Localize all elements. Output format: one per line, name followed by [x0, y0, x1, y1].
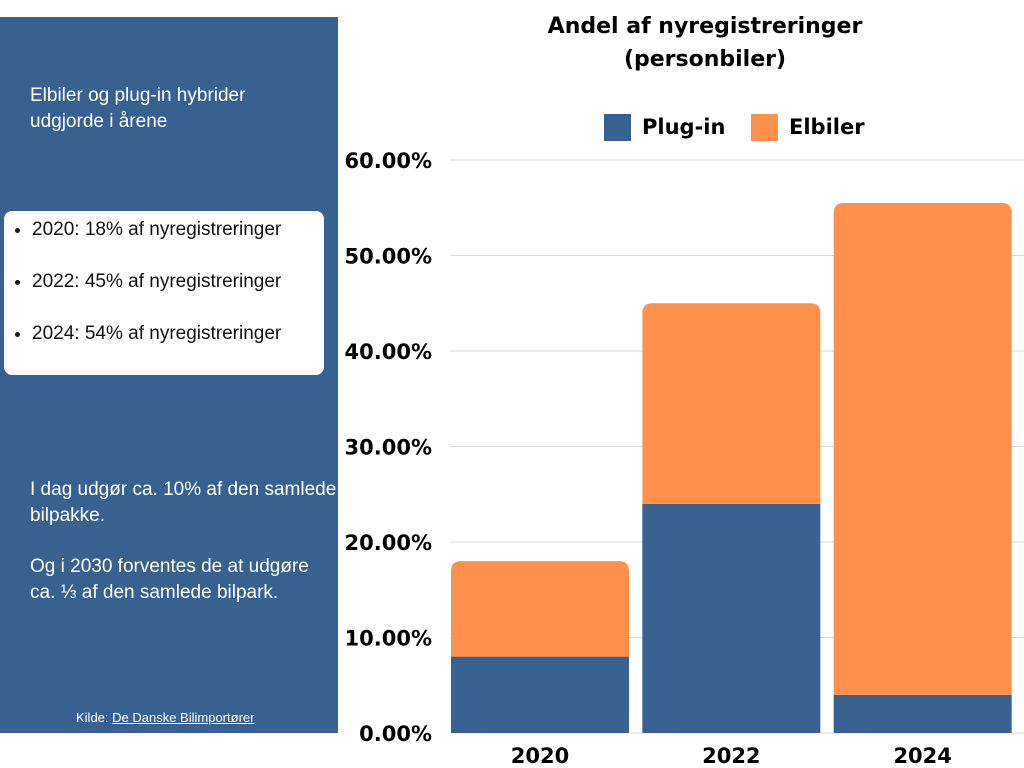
- y-tick-label: 40.00%: [345, 340, 432, 364]
- y-tick-label: 30.00%: [345, 436, 432, 460]
- bar-segment-plug-in: [642, 503, 821, 733]
- y-tick-label: 60.00%: [345, 149, 432, 173]
- y-tick-label: 0.00%: [359, 722, 432, 746]
- legend-swatch: [604, 114, 631, 141]
- bar-segment-plug-in: [451, 656, 629, 733]
- source-label: Kilde:: [76, 710, 113, 725]
- source-link[interactable]: De Danske Bilimportører: [112, 710, 255, 725]
- bar-segment-elbiler: [451, 561, 629, 657]
- chart-title: Andel af nyregistreringer (personbiler): [547, 14, 863, 72]
- legend-label: Plug-in: [642, 115, 725, 139]
- fact-item-2020: 2020: 18% af nyregistreringer: [32, 217, 324, 243]
- bar-segment-elbiler: [833, 202, 1012, 695]
- bar-segment-plug-in: [833, 694, 1012, 733]
- legend-swatch: [751, 114, 778, 141]
- bar-segment-elbiler: [642, 303, 821, 504]
- y-tick-label: 20.00%: [345, 531, 432, 555]
- intro-text: Elbiler og plug-in hybrider udgjorde i å…: [30, 85, 246, 132]
- forecast-text: Og i 2030 forventes de at udgøre ca. ⅓ a…: [30, 556, 309, 603]
- x-tick-label: 2020: [511, 744, 569, 768]
- x-tick-label: 2024: [893, 744, 951, 768]
- x-tick-label: 2022: [702, 744, 760, 768]
- info-panel: Elbiler og plug-in hybrider udgjorde i å…: [0, 17, 338, 733]
- facts-box: 2020: 18% af nyregistreringer 2022: 45% …: [4, 211, 324, 375]
- fact-item-2024: 2024: 54% af nyregistreringer: [32, 321, 324, 347]
- y-tick-label: 50.00%: [345, 245, 432, 269]
- y-tick-label: 10.00%: [345, 627, 432, 651]
- legend-label: Elbiler: [789, 115, 865, 139]
- source-line: Kilde: De Danske Bilimportører: [76, 710, 254, 725]
- facts-list: 2020: 18% af nyregistreringer 2022: 45% …: [4, 217, 324, 347]
- current-share-text: I dag udgør ca. 10% af den samlede bilpa…: [30, 479, 337, 526]
- fact-item-2022: 2022: 45% af nyregistreringer: [32, 269, 324, 295]
